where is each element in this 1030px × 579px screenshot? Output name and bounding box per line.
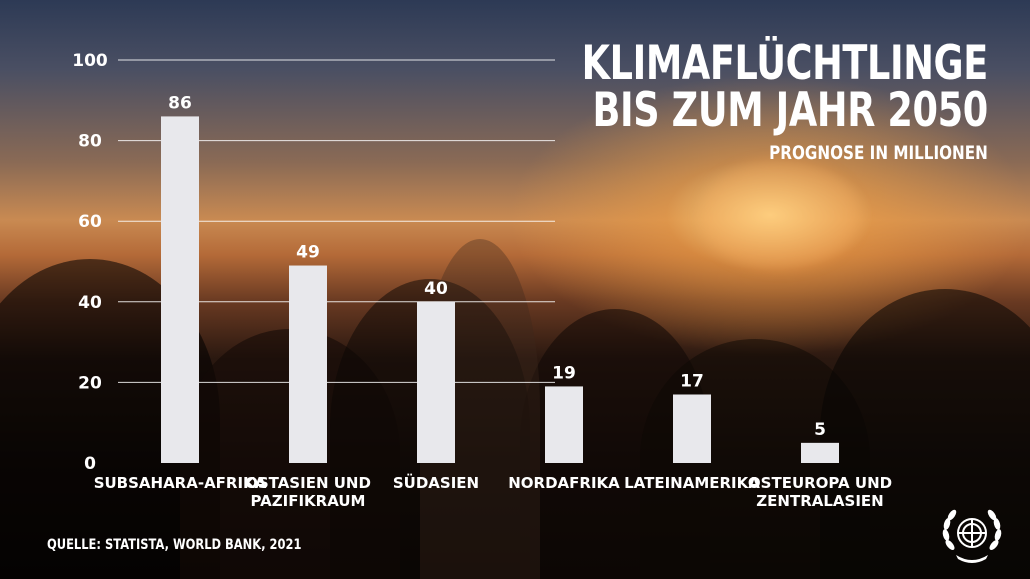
data-label: 19 xyxy=(552,363,576,383)
data-label: 17 xyxy=(680,371,704,391)
un-emblem-icon xyxy=(942,509,1002,563)
bar xyxy=(417,301,455,463)
bar xyxy=(289,265,327,463)
chart-title-line2: BIS ZUM JAHR 2050 xyxy=(592,83,989,138)
y-tick-label: 60 xyxy=(78,212,102,232)
data-label: 40 xyxy=(424,279,448,299)
value-labels: 86 49 40 19 17 5 xyxy=(168,93,826,439)
data-label: 86 xyxy=(168,93,192,113)
y-tick-label: 80 xyxy=(78,132,102,152)
source-note: QUELLE: STATISTA, WORLD BANK, 2021 xyxy=(47,537,302,553)
x-tick-label: LATEINAMERIKA xyxy=(624,474,760,492)
bar xyxy=(801,442,839,463)
bars xyxy=(161,116,839,464)
x-tick-label: SUBSAHARA-AFRIKA xyxy=(94,474,267,492)
bar xyxy=(545,386,583,463)
chart-title-line1: KLIMAFLÜCHTLINGE xyxy=(581,36,989,91)
x-tick-label: NORDAFRIKA xyxy=(508,474,620,492)
chart-subtitle: PROGNOSE IN MILLIONEN xyxy=(769,142,988,164)
data-label: 5 xyxy=(814,420,826,440)
y-axis-ticks: 0 20 40 60 80 100 xyxy=(72,51,108,474)
bar xyxy=(161,116,199,464)
chart-title-block: KLIMAFLÜCHTLINGE BIS ZUM JAHR 2050 PROGN… xyxy=(467,36,989,164)
y-tick-label: 0 xyxy=(84,454,96,474)
x-tick-label: SÜDASIEN xyxy=(393,473,479,492)
x-tick-label: OSTEUROPA UND ZENTRALASIEN xyxy=(748,474,892,510)
y-tick-label: 40 xyxy=(78,293,102,313)
bar xyxy=(673,394,711,463)
y-tick-label: 20 xyxy=(78,373,102,393)
data-label: 49 xyxy=(296,243,320,263)
x-tick-label: OSTASIEN UND PAZIFIKRAUM xyxy=(245,474,371,510)
y-tick-label: 100 xyxy=(72,51,108,71)
